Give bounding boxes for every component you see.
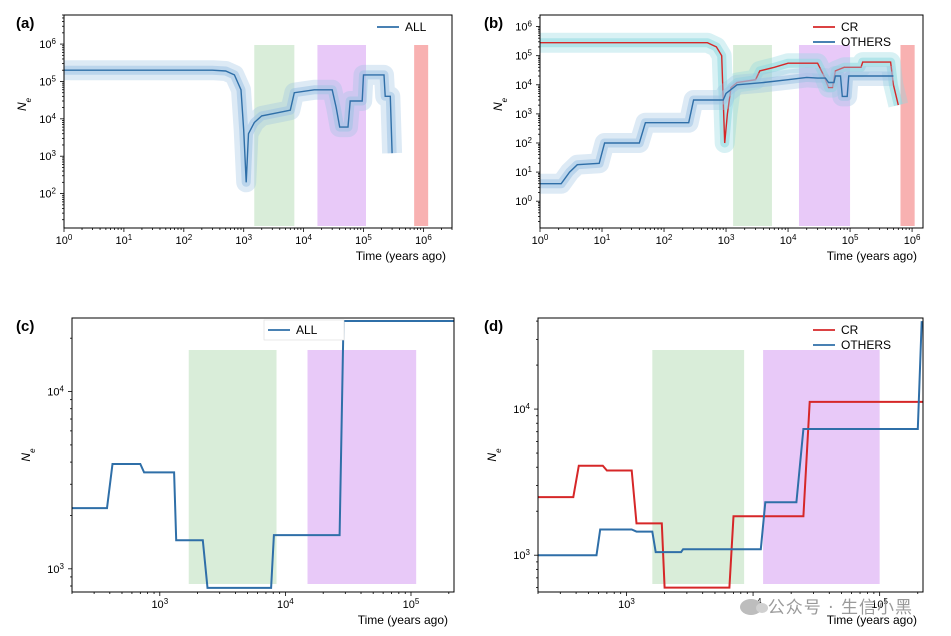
legend-label-others: OTHERS	[841, 338, 891, 352]
x-tick-label: 103	[618, 597, 635, 612]
x-tick-label: 100	[532, 233, 549, 248]
y-axis-title: Ne	[15, 97, 33, 111]
x-tick-label: 105	[871, 597, 888, 612]
x-axis-title: Time (years ago)	[827, 613, 917, 627]
legend: ALL	[377, 20, 427, 34]
x-tick-label: 101	[116, 233, 133, 248]
x-tick-label: 105	[355, 233, 372, 248]
axes-frame	[71, 317, 455, 593]
chart-panel-0: 100 101 102 103 104 105 106102103104105106Time…	[15, 14, 453, 263]
y-tick-label: 103	[515, 106, 532, 121]
plot-area	[64, 45, 429, 226]
x-tick-label: 103	[235, 233, 252, 248]
band-green	[188, 350, 277, 584]
band-green	[652, 350, 745, 584]
y-tick-label: 106	[39, 37, 56, 52]
band-red	[900, 45, 915, 226]
band-purple	[763, 350, 880, 584]
chart-panel-1: 100 101 102 103 104 105 106 100 101 102 103 104 105 1…	[484, 14, 924, 263]
panel-label: (a)	[16, 15, 34, 32]
wechat-icon	[739, 599, 768, 615]
series-line-all	[72, 320, 454, 589]
legend: ALL	[263, 319, 345, 341]
series-line-others	[540, 75, 894, 185]
series-line-all	[64, 69, 393, 183]
legend-label-cr: CR	[841, 20, 859, 34]
series-line-others	[538, 321, 923, 557]
plot-area	[72, 320, 454, 589]
y-tick-label: 105	[39, 74, 56, 89]
y-tick-label: 103	[47, 561, 64, 576]
x-axis-title: Time (years ago)	[827, 249, 917, 263]
y-tick-label: 105	[515, 48, 532, 63]
y-axis-title: Ne	[485, 448, 503, 462]
x-tick-label: 104	[295, 233, 312, 248]
panel-label: (b)	[484, 15, 503, 32]
watermark: 公众号 · 生信小黑	[739, 593, 913, 618]
x-tick-label: 101	[594, 233, 611, 248]
legend-label-all: ALL	[405, 20, 427, 34]
x-tick-label: 103	[718, 233, 735, 248]
y-tick-label: 104	[39, 111, 56, 126]
y-tick-label: 101	[515, 165, 532, 180]
x-axis-title: Time (years ago)	[356, 249, 446, 263]
y-tick-label: 102	[515, 135, 532, 150]
x-axis-title: Time (years ago)	[358, 613, 448, 627]
band-green	[254, 45, 295, 226]
band-green	[733, 45, 772, 226]
y-tick-label: 106	[515, 19, 532, 34]
band-red	[414, 45, 429, 226]
axes-frame	[539, 14, 924, 229]
y-tick-label: 103	[39, 149, 56, 164]
legend-label-all: ALL	[296, 323, 318, 337]
x-tick-label: 106	[904, 233, 921, 248]
plot-area	[540, 32, 915, 226]
legend-label-cr: CR	[841, 323, 859, 337]
axes-frame	[63, 14, 453, 229]
x-tick-label: 105	[403, 597, 420, 612]
panel-label: (c)	[16, 318, 34, 335]
legend-label-others: OTHERS	[841, 35, 891, 49]
x-tick-label: 100	[56, 233, 73, 248]
y-tick-label: 100	[515, 194, 532, 209]
x-tick-label: 105	[842, 233, 859, 248]
band-purple	[317, 45, 366, 226]
y-axis-title: Ne	[491, 97, 509, 111]
x-tick-label: 103	[151, 597, 168, 612]
y-tick-label: 104	[515, 77, 532, 92]
x-tick-label: 102	[175, 233, 192, 248]
legend-box	[263, 319, 345, 341]
chart-panel-2: 103 104 105 103 104 Time (years ago) Ne (c) ALL	[16, 317, 455, 627]
watermark-text: 公众号 · 生信小黑	[767, 598, 913, 618]
x-tick-label: 102	[656, 233, 673, 248]
band-purple	[307, 350, 417, 584]
y-tick-label: 103	[513, 548, 530, 563]
series-line-cr	[538, 400, 923, 589]
y-tick-label: 104	[47, 384, 64, 399]
plot-area	[538, 321, 923, 589]
x-tick-label: 104	[277, 597, 294, 612]
series-line-cr	[540, 42, 899, 144]
y-tick-label: 102	[39, 186, 56, 201]
axes-frame	[537, 317, 924, 593]
x-tick-label: 104	[780, 233, 797, 248]
panel-label: (d)	[484, 318, 503, 335]
y-axis-title: Ne	[19, 448, 37, 462]
x-tick-label: 106	[415, 233, 432, 248]
y-tick-label: 104	[513, 402, 530, 417]
